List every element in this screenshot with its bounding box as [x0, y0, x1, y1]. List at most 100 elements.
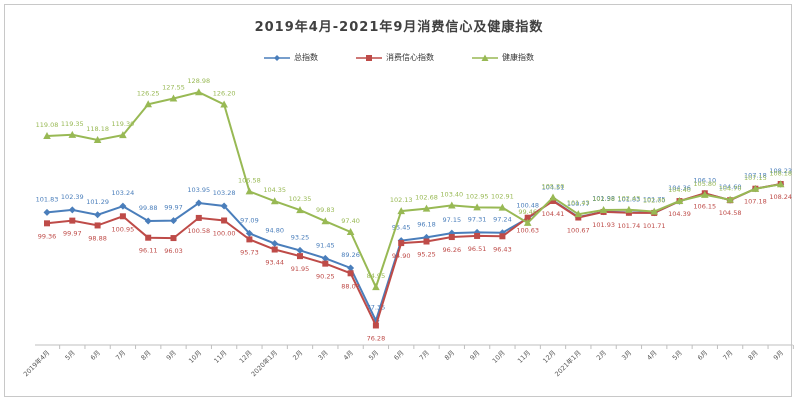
- point-health: [245, 187, 254, 195]
- point-health: [751, 184, 760, 192]
- data-label: 106.10: [693, 176, 716, 184]
- x-tick-label: 9月: [165, 349, 178, 362]
- point-confidence: [145, 234, 152, 241]
- data-label: 99.97: [63, 230, 82, 238]
- point-confidence: [448, 234, 455, 241]
- data-label: 103.28: [213, 189, 236, 197]
- data-label: 97.24: [493, 216, 512, 224]
- data-label: 100.95: [112, 225, 135, 233]
- data-label: 90.25: [316, 273, 335, 281]
- x-tick-label: 2020年1月: [249, 348, 279, 378]
- data-label: 102.38: [592, 195, 615, 203]
- data-label: 128.98: [187, 77, 210, 85]
- data-label: 99.83: [316, 206, 335, 214]
- point-health: [625, 205, 633, 213]
- data-label: 101.71: [643, 222, 666, 230]
- legend-item-confidence: 消费信心指数: [356, 52, 434, 63]
- x-tick-label: 8月: [747, 349, 760, 362]
- x-tick-label: 4月: [645, 349, 658, 362]
- point-health: [119, 131, 127, 139]
- point-total: [347, 264, 355, 272]
- point-confidence: [271, 246, 278, 253]
- data-label: 99.88: [139, 204, 158, 212]
- point-confidence: [398, 240, 405, 247]
- data-label: 98.88: [88, 234, 107, 242]
- data-label: 108.18: [769, 169, 792, 177]
- point-total: [296, 246, 304, 254]
- data-label: 96.03: [164, 247, 183, 255]
- data-label: 101.75: [643, 196, 666, 204]
- point-total: [68, 206, 76, 214]
- data-label: 100.58: [187, 227, 210, 235]
- data-label: 126.20: [213, 90, 236, 98]
- data-label: 94.80: [265, 227, 284, 235]
- x-tick-label: 6月: [89, 349, 102, 362]
- data-label: 107.18: [744, 172, 767, 180]
- data-label: 99.46: [518, 208, 537, 216]
- data-label: 102.95: [466, 192, 489, 200]
- data-label: 119.30: [112, 120, 135, 128]
- point-health: [498, 203, 507, 211]
- x-tick-label: 11月: [212, 349, 228, 365]
- x-tick-label: 9月: [468, 349, 481, 362]
- point-confidence: [69, 217, 76, 224]
- data-label: 101.43: [567, 199, 590, 207]
- point-health: [473, 203, 481, 211]
- point-total: [43, 208, 51, 216]
- x-tick-label: 4月: [342, 349, 355, 362]
- x-tick-label: 2019年4月: [21, 348, 51, 378]
- data-label: 100.48: [516, 201, 539, 209]
- data-label: 89.26: [341, 251, 360, 259]
- x-tick-label: 2月: [595, 349, 608, 362]
- data-label: 105.80: [693, 180, 716, 188]
- point-confidence: [524, 214, 531, 221]
- series-line-2: [46, 91, 781, 290]
- legend-swatch-total: [264, 54, 290, 61]
- series-line-1: [46, 183, 781, 329]
- point-health: [448, 201, 456, 209]
- data-label: 107.15: [744, 174, 767, 182]
- data-label: 76.28: [367, 334, 386, 342]
- data-label: 94.90: [392, 252, 411, 260]
- x-tick-label: 3月: [317, 349, 330, 362]
- data-label: 96.43: [493, 245, 512, 253]
- data-label: 102.68: [415, 194, 438, 202]
- point-confidence: [246, 236, 253, 243]
- point-confidence: [322, 260, 329, 267]
- x-tick-label: 9月: [772, 349, 785, 362]
- data-label: 84.95: [367, 272, 386, 280]
- data-label: 119.08: [36, 121, 59, 129]
- point-confidence: [297, 253, 303, 260]
- legend-label-total: 总指数: [294, 53, 318, 62]
- legend-label-health: 健康指数: [502, 53, 534, 62]
- point-total: [245, 229, 253, 237]
- data-label: 97.40: [341, 217, 360, 225]
- point-total: [271, 240, 279, 248]
- point-health: [144, 100, 152, 108]
- data-label: 100.67: [567, 227, 590, 235]
- point-confidence: [550, 197, 556, 204]
- point-health: [296, 206, 304, 214]
- data-label: 100.63: [516, 227, 539, 235]
- data-label: 101.29: [86, 198, 109, 206]
- data-label: 104.60: [719, 183, 742, 191]
- data-label: 99.97: [164, 204, 183, 212]
- x-tick-label: 5月: [671, 349, 684, 362]
- data-label: 101.98: [592, 195, 615, 203]
- data-label: 96.18: [417, 220, 436, 228]
- data-label: 104.35: [263, 186, 286, 194]
- data-label: 104.39: [668, 210, 691, 218]
- point-confidence: [625, 209, 632, 216]
- data-label: 93.25: [291, 233, 310, 241]
- point-health: [650, 207, 658, 215]
- point-health: [523, 218, 532, 226]
- point-health: [372, 283, 380, 291]
- data-label: 106.58: [238, 176, 261, 184]
- point-confidence: [221, 217, 228, 224]
- point-confidence: [499, 233, 506, 240]
- point-health: [195, 88, 203, 96]
- data-label: 104.51: [542, 184, 565, 192]
- data-label: 102.39: [61, 193, 84, 201]
- point-health: [68, 130, 77, 138]
